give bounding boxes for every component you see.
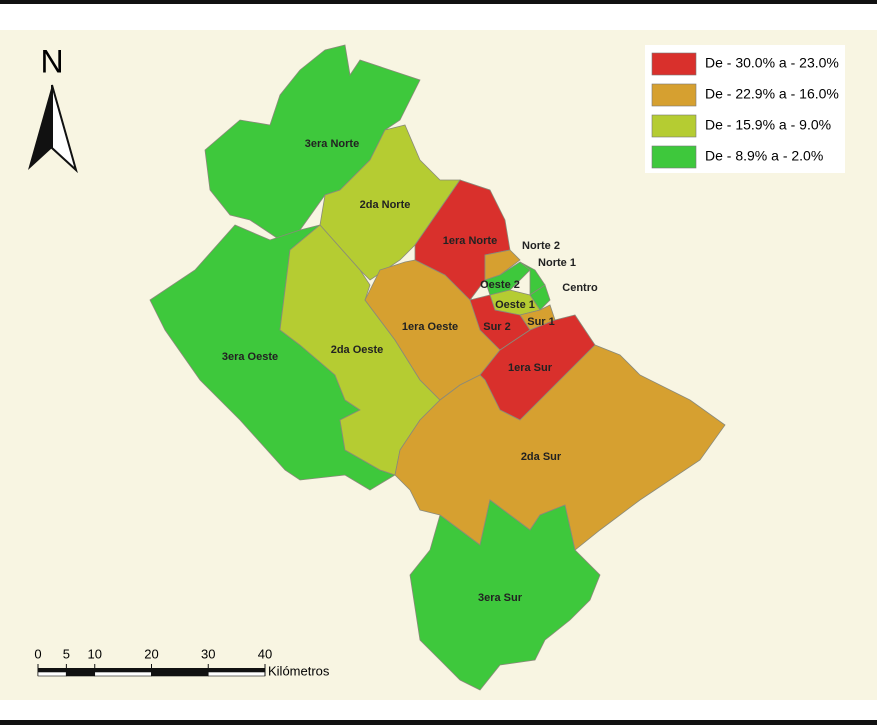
legend-label: De - 15.9% a - 9.0% (705, 117, 831, 133)
region-label: 2da Norte (360, 199, 411, 211)
top-rule (0, 0, 877, 4)
scale-tick-label: 5 (63, 646, 70, 661)
region-label: 1era Sur (508, 362, 553, 374)
region-label: Norte 2 (522, 240, 560, 252)
region-label: Oeste 2 (480, 279, 520, 291)
region-label: Sur 2 (483, 321, 511, 333)
scale-segment (94, 668, 152, 672)
region-label: 1era Norte (443, 235, 497, 247)
region-label: Norte 1 (538, 257, 576, 269)
legend-swatch (651, 52, 697, 76)
legend-swatch (651, 114, 697, 138)
region-shape (319, 124, 461, 281)
scale-segment (37, 671, 67, 677)
scale-segment (66, 668, 95, 672)
scale-tick-label: 40 (258, 646, 272, 661)
scale-tick-label: 10 (88, 646, 102, 661)
scale-segment (207, 671, 266, 677)
region-label: Oeste 1 (495, 299, 535, 311)
region-label: 3era Sur (478, 592, 523, 604)
legend-label: De - 30.0% a - 23.0% (705, 55, 839, 71)
legend-label: De - 8.9% a - 2.0% (705, 148, 823, 164)
region-label: 1era Oeste (402, 321, 458, 333)
region-label: Sur 1 (527, 316, 555, 328)
region-shape (469, 294, 531, 351)
scale-segment (94, 671, 152, 677)
scale-tick-label: 20 (144, 646, 158, 661)
north-arrow (28, 85, 52, 170)
scale-segment (151, 668, 209, 672)
bottom-rule (0, 720, 877, 725)
region-shape (484, 249, 521, 281)
region-label: 3era Oeste (222, 351, 278, 363)
scale-tick-label: 0 (34, 646, 41, 661)
region-shape (409, 499, 601, 691)
scale-unit: Kilómetros (268, 663, 330, 678)
legend-label: De - 22.9% a - 16.0% (705, 86, 839, 102)
region-label: Centro (562, 282, 598, 294)
region-label: 3era Norte (305, 138, 359, 150)
legend-swatch (651, 145, 697, 169)
region-shape (204, 44, 421, 241)
legend-swatch (651, 83, 697, 107)
scale-tick-label: 30 (201, 646, 215, 661)
scale-segment (38, 668, 67, 672)
region-label: 2da Oeste (331, 344, 384, 356)
north-label: N (40, 43, 63, 79)
scale-segment (151, 671, 209, 677)
scale-segment (66, 671, 96, 677)
scale-segment (208, 668, 265, 672)
region-label: 2da Sur (521, 451, 562, 463)
north-arrow (51, 84, 78, 174)
